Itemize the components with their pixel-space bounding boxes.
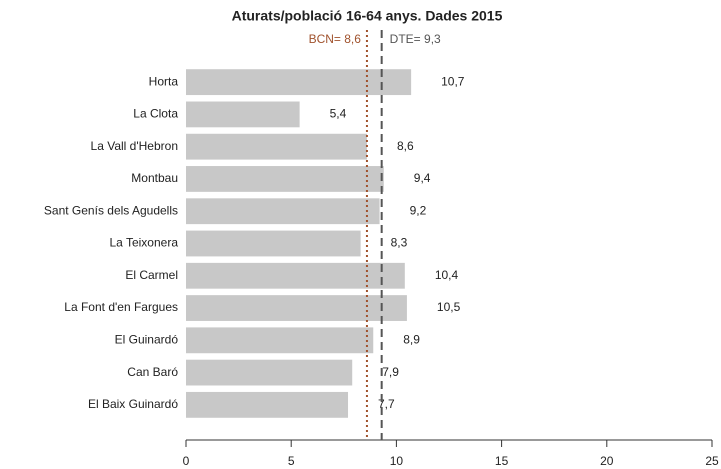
bar — [186, 262, 405, 289]
x-tick-label: 5 — [288, 454, 295, 468]
value-label: 7,9 — [382, 365, 399, 379]
y-tick-label: La Teixonera — [110, 236, 179, 250]
value-label: 8,9 — [403, 332, 420, 346]
x-tick-label: 15 — [495, 454, 509, 468]
value-label: 7,7 — [378, 397, 395, 411]
value-label: 10,7 — [441, 74, 465, 88]
bar — [186, 391, 349, 418]
bar — [186, 133, 367, 160]
y-tick-label: El Guinardó — [115, 332, 179, 346]
bar — [186, 166, 384, 192]
y-tick-label: Montbau — [131, 171, 178, 185]
y-tick-label: La Font d'en Fargues — [64, 300, 178, 314]
y-tick-label: La Vall d'Hebron — [91, 139, 178, 153]
value-label: 8,3 — [391, 236, 408, 250]
bar — [186, 69, 412, 96]
value-label: 10,4 — [435, 268, 459, 282]
y-tick-label: La Clota — [133, 107, 178, 121]
value-label: 5,4 — [330, 107, 347, 121]
bar — [186, 101, 300, 128]
reference-label: BCN= 8,6 — [309, 32, 362, 46]
y-tick-label: Horta — [149, 74, 179, 88]
y-tick-label: El Carmel — [125, 268, 178, 282]
value-label: 9,4 — [414, 171, 431, 185]
y-tick-label: El Baix Guinardó — [88, 397, 178, 411]
bar — [186, 359, 353, 386]
value-label: 8,6 — [397, 139, 414, 153]
x-tick-label: 25 — [705, 454, 719, 468]
bar — [186, 295, 407, 321]
x-tick-label: 0 — [183, 454, 190, 468]
reference-label: DTE= 9,3 — [390, 32, 441, 46]
x-tick-label: 20 — [600, 454, 614, 468]
value-label: 10,5 — [437, 300, 461, 314]
y-tick-label: Sant Genís dels Agudells — [44, 203, 178, 217]
bar — [186, 230, 361, 257]
y-tick-label: Can Baró — [127, 365, 178, 379]
chart-title: Aturats/població 16-64 anys. Dades 2015 — [232, 8, 503, 24]
bar — [186, 198, 380, 225]
bar — [186, 327, 374, 354]
x-tick-label: 10 — [390, 454, 404, 468]
value-label: 9,2 — [410, 203, 427, 217]
